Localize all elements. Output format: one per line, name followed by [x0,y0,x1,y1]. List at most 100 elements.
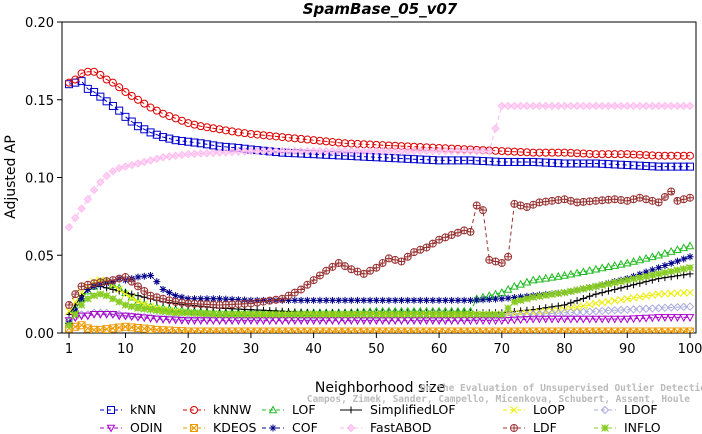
data-point [685,302,695,311]
data-point [686,151,694,160]
data-point [183,317,193,326]
data-point [660,303,670,313]
data-point [247,310,255,319]
credit-line-1: On the Evaluation of Unsupervised Outlie… [420,383,702,394]
data-point [228,310,236,319]
data-point [447,310,456,319]
data-point [680,255,688,263]
data-point [309,146,318,156]
data-point [428,310,437,319]
data-point [83,312,93,321]
data-point [121,301,130,309]
data-point [554,101,563,111]
data-point [535,101,544,111]
data-point [234,296,242,304]
data-point [522,310,532,319]
data-point [102,311,111,319]
data-point [635,273,644,282]
data-point [115,298,124,306]
data-point [679,302,688,312]
data-point [579,302,588,310]
data-point [654,303,663,313]
x-tick-label: 60 [431,342,448,357]
x-tick-label: 80 [556,342,573,357]
data-point [397,310,406,319]
data-point [159,133,168,142]
data-point [121,112,130,121]
data-point [585,307,594,316]
legend-swatch-marker [346,423,356,433]
data-point [686,270,694,278]
data-point [422,155,431,164]
data-point [410,296,418,304]
series-inflo [65,263,694,330]
data-point [679,162,688,171]
data-point [209,295,217,303]
data-point [598,150,607,159]
data-point [422,310,431,319]
data-point [610,160,619,169]
data-point [648,266,656,274]
data-point [121,87,130,96]
data-point [340,146,350,156]
data-point [447,146,456,156]
data-point [114,312,124,321]
x-tick-label: 50 [368,342,385,357]
data-point [641,314,651,323]
data-point [416,296,424,304]
data-point [661,268,669,277]
data-point [71,75,80,84]
data-point [397,296,405,304]
data-point [354,296,362,304]
data-point [221,148,231,157]
data-point [629,305,638,314]
data-point [410,310,418,319]
data-point [184,295,192,303]
data-point [322,137,331,146]
legend-label: LDOF [624,402,658,417]
data-point [152,106,161,115]
y-axis-title: Adjusted AP [3,135,19,219]
data-point [316,310,324,319]
data-point [510,157,519,166]
data-point [598,281,607,289]
data-point [591,315,601,324]
data-point [680,271,688,279]
data-point [510,281,519,290]
legend-swatch-marker [510,406,518,414]
data-point [573,303,581,312]
data-point [497,101,507,111]
legend-swatch-marker [268,405,278,414]
data-point [303,146,312,156]
data-point [660,101,670,111]
data-point [177,136,186,145]
data-point [503,316,513,325]
data-point [642,151,651,160]
data-point [686,253,694,261]
data-point [579,149,588,158]
data-point [479,296,487,304]
legend-item-cof: COF [262,420,318,434]
data-point [617,160,625,169]
data-point [409,146,419,156]
data-point [102,75,111,84]
data-point [466,310,475,319]
data-point [629,161,638,170]
legend-swatch-marker [510,424,519,432]
data-point [661,262,669,270]
data-point [592,282,600,291]
data-point [190,295,198,303]
data-point [334,146,343,156]
data-point [165,289,173,297]
data-point [617,284,625,292]
data-point [516,147,525,156]
data-point [127,277,136,286]
data-point [127,313,137,322]
data-point [272,132,280,141]
legend-label: LDF [533,420,557,434]
series-fastabod [64,101,695,232]
data-point [666,101,676,111]
data-point [460,156,469,165]
data-point [529,157,538,166]
